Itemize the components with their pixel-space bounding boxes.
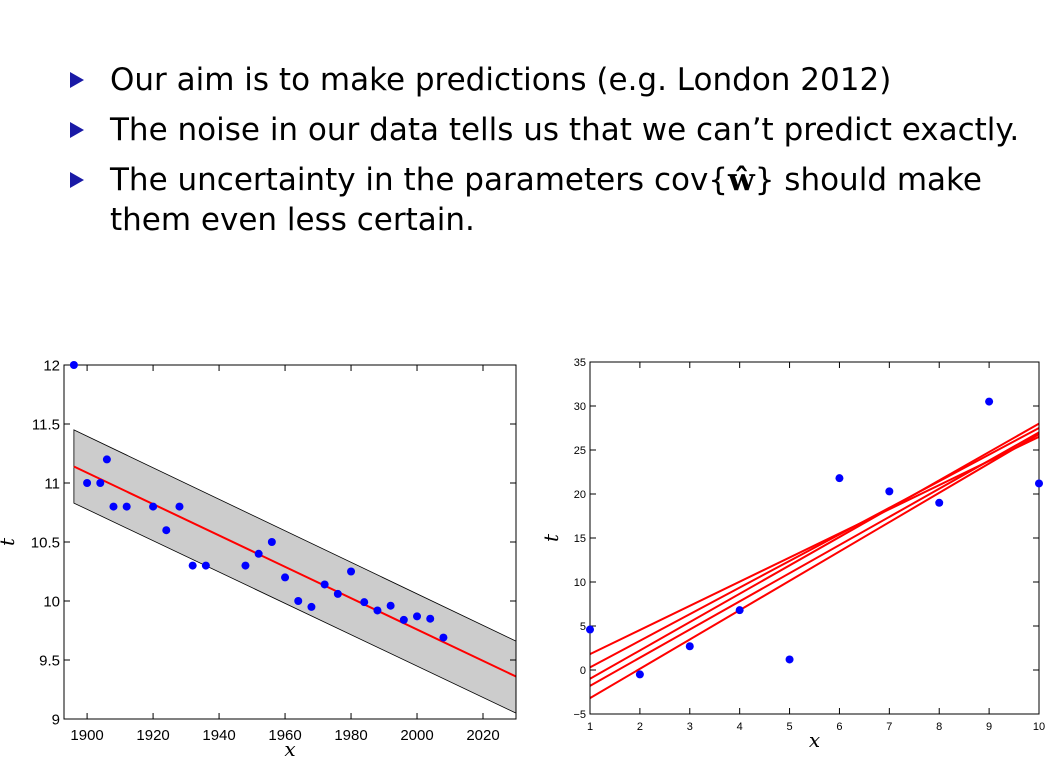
y-tick-label: 10 (574, 577, 586, 589)
data-point (426, 614, 435, 623)
data-point (69, 361, 78, 369)
data-point (360, 598, 369, 607)
data-point (83, 479, 92, 487)
data-point (281, 573, 290, 582)
y-tick-label: 5 (580, 621, 586, 633)
y-tick-label: 11 (44, 475, 60, 492)
data-point (685, 642, 694, 651)
data-point (294, 597, 303, 605)
y-tick-label: 0 (580, 665, 586, 677)
sample-fit-line (589, 422, 1040, 680)
x-axis-label: x (284, 737, 295, 761)
y-tick-label: 35 (574, 357, 586, 369)
x-tick-label: 10 (1033, 721, 1045, 733)
x-axis-label: x (809, 728, 820, 752)
data-point (785, 655, 794, 664)
y-tick-label: 25 (574, 445, 586, 457)
x-tick-label: 1 (587, 721, 593, 733)
data-point (635, 670, 644, 679)
sample-fit-line (589, 427, 1040, 669)
data-point (985, 397, 994, 406)
data-point (885, 487, 894, 496)
x-tick-label: 1940 (202, 727, 235, 744)
data-point (267, 538, 276, 546)
data-point (735, 606, 744, 615)
x-tick-label: 2020 (466, 727, 499, 744)
data-point (835, 474, 844, 483)
bullet-triangle-icon (70, 172, 84, 188)
x-tick-label: 4 (737, 721, 743, 733)
y-tick-label: 12 (43, 357, 60, 374)
data-point (175, 502, 184, 511)
bullet-list: Our aim is to make predictions (e.g. Lon… (70, 60, 1050, 250)
x-tick-label: 8 (936, 721, 942, 733)
data-point (373, 606, 382, 615)
data-point (439, 633, 448, 642)
x-tick-label: 1960 (268, 727, 301, 744)
bullet-text-post: } should make them even less certain. (110, 162, 982, 238)
x-tick-label: 1980 (334, 727, 367, 744)
y-tick-label: 10.5 (31, 534, 60, 551)
bullet-item: The uncertainty in the parameters cov{ŵ}… (70, 160, 1050, 240)
data-point (122, 502, 131, 511)
data-point (333, 589, 342, 598)
x-tick-label: 6 (836, 721, 842, 733)
data-point (320, 580, 329, 589)
data-point (102, 455, 111, 464)
data-point (586, 625, 594, 634)
data-point (201, 561, 210, 570)
left-chart: 1900 1920 1940 1960 1980 2000 2020 9 9.5 10 10.5 11… (0, 357, 517, 761)
y-tick-label: 10 (43, 593, 60, 610)
x-tick-label: 3 (687, 721, 693, 733)
x-tick-label: 7 (886, 721, 892, 733)
data-point (307, 602, 316, 611)
data-point (96, 479, 105, 487)
data-point (399, 615, 408, 624)
bullet-text-pre: The uncertainty in the parameters cov{ (110, 162, 729, 198)
x-tick-label: 2000 (400, 727, 433, 744)
bullet-text: Our aim is to make predictions (e.g. Lon… (110, 62, 892, 98)
data-point (1035, 479, 1043, 488)
sample-fit-line (589, 435, 1040, 656)
bullet-triangle-icon (70, 72, 84, 88)
sample-fit-line (589, 431, 1040, 687)
data-point (347, 567, 356, 576)
y-tick-label: 15 (574, 533, 586, 545)
data-point (162, 526, 171, 535)
data-point (386, 601, 395, 610)
bullet-triangle-icon (70, 122, 84, 138)
y-tick-label: −5 (573, 709, 586, 721)
y-axis-label: t (0, 537, 19, 546)
data-point (935, 498, 944, 507)
plot-frame (589, 361, 1040, 715)
bullet-item: Our aim is to make predictions (e.g. Lon… (70, 60, 1050, 100)
fit-line (73, 465, 517, 678)
x-tick-label: 5 (786, 721, 792, 733)
x-tick-label: 2 (637, 721, 643, 733)
x-tick-label: 9 (986, 721, 992, 733)
bullet-math-symbol: ŵ (728, 162, 755, 198)
y-tick-label: 9 (52, 711, 60, 728)
bullet-item: The noise in our data tells us that we c… (70, 110, 1050, 150)
bullet-text: The noise in our data tells us that we c… (110, 112, 1020, 148)
y-tick-label: 30 (574, 401, 586, 413)
y-tick-label: 9.5 (39, 652, 60, 669)
y-tick-label: 20 (574, 489, 586, 501)
data-point (149, 502, 158, 511)
data-point (413, 612, 422, 621)
data-point (241, 561, 250, 570)
y-axis-label: t (543, 533, 563, 542)
right-chart: 1 2 3 4 5 6 7 8 9 10 −5 0 5 10 15 20 25 30 35 x t (543, 357, 1045, 752)
y-tick-label: 11.5 (32, 416, 60, 433)
data-point (254, 549, 263, 558)
x-tick-label: 1920 (136, 727, 169, 744)
data-point (188, 561, 197, 570)
data-point (109, 502, 118, 511)
sample-fit-line (589, 433, 1040, 700)
x-tick-label: 1900 (70, 727, 103, 744)
